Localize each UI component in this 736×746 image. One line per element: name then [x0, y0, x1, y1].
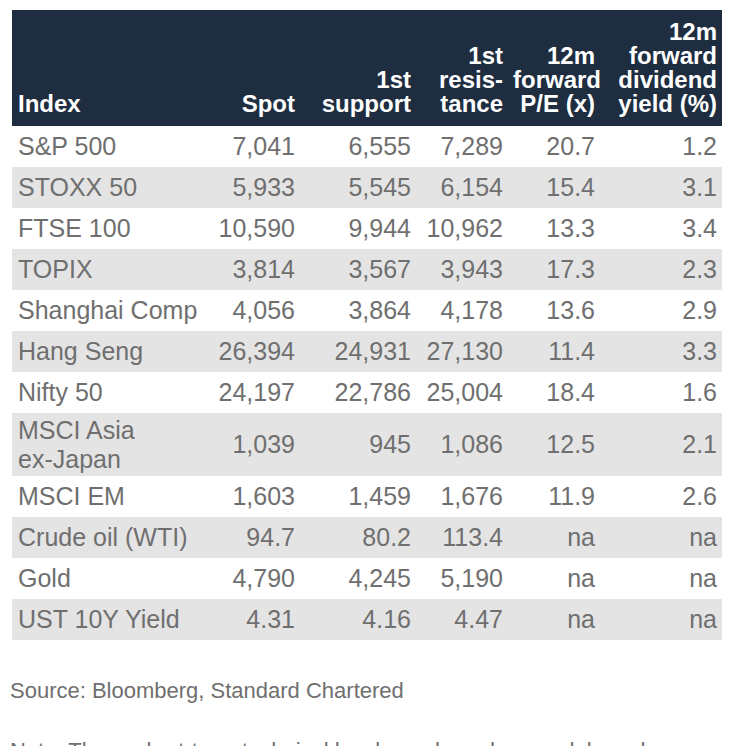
cell-support: 80.2 [300, 517, 416, 558]
cell-pe: 15.4 [508, 167, 600, 208]
cell-yield: na [600, 517, 722, 558]
table-row: MSCI EM 1,603 1,459 1,676 11.9 2.6 [12, 476, 722, 517]
cell-support: 3,864 [300, 290, 416, 331]
cell-spot: 4.31 [212, 599, 300, 640]
cell-support: 945 [300, 413, 416, 476]
cell-resistance: 10,962 [416, 208, 508, 249]
table-row: Crude oil (WTI) 94.7 80.2 113.4 na na [12, 517, 722, 558]
column-header-support: 1st support [300, 10, 416, 126]
header-row: Index Spot 1st support 1st resis- tance … [12, 10, 722, 126]
column-header-index: Index [12, 10, 212, 126]
cell-index: Hang Seng [12, 331, 212, 372]
cell-index: STOXX 50 [12, 167, 212, 208]
cell-pe: na [508, 517, 600, 558]
cell-yield: na [600, 558, 722, 599]
column-header-pe: 12m forward P/E (x) [508, 10, 600, 126]
cell-support: 9,944 [300, 208, 416, 249]
cell-spot: 4,790 [212, 558, 300, 599]
table-row: UST 10Y Yield 4.31 4.16 4.47 na na [12, 599, 722, 640]
table-row: FTSE 100 10,590 9,944 10,962 13.3 3.4 [12, 208, 722, 249]
cell-spot: 4,056 [212, 290, 300, 331]
table-row: MSCI Asia ex-Japan 1,039 945 1,086 12.5 … [12, 413, 722, 476]
table-row: Nifty 50 24,197 22,786 25,004 18.4 1.6 [12, 372, 722, 413]
cell-support: 22,786 [300, 372, 416, 413]
cell-index: Shanghai Comp [12, 290, 212, 331]
cell-spot: 7,041 [212, 126, 300, 167]
cell-yield: 1.2 [600, 126, 722, 167]
note-text: Note: These short-term technical levels … [10, 736, 726, 746]
source-text: Source: Bloomberg, Standard Chartered [10, 676, 726, 706]
cell-resistance: 1,676 [416, 476, 508, 517]
cell-pe: 11.9 [508, 476, 600, 517]
cell-index: Gold [12, 558, 212, 599]
cell-index: Nifty 50 [12, 372, 212, 413]
technical-levels-page: Index Spot 1st support 1st resis- tance … [0, 0, 736, 746]
cell-resistance: 7,289 [416, 126, 508, 167]
cell-support: 24,931 [300, 331, 416, 372]
cell-pe: 18.4 [508, 372, 600, 413]
cell-pe: 13.3 [508, 208, 600, 249]
cell-support: 6,555 [300, 126, 416, 167]
cell-index: FTSE 100 [12, 208, 212, 249]
table-row: Hang Seng 26,394 24,931 27,130 11.4 3.3 [12, 331, 722, 372]
cell-resistance: 4.47 [416, 599, 508, 640]
column-header-yield: 12m forward dividend yield (%) [600, 10, 722, 126]
cell-spot: 24,197 [212, 372, 300, 413]
cell-resistance: 6,154 [416, 167, 508, 208]
cell-resistance: 3,943 [416, 249, 508, 290]
table-row: Gold 4,790 4,245 5,190 na na [12, 558, 722, 599]
cell-support: 4.16 [300, 599, 416, 640]
cell-yield: 3.4 [600, 208, 722, 249]
cell-resistance: 25,004 [416, 372, 508, 413]
cell-yield: 3.3 [600, 331, 722, 372]
cell-index: MSCI EM [12, 476, 212, 517]
cell-index: UST 10Y Yield [12, 599, 212, 640]
cell-spot: 10,590 [212, 208, 300, 249]
cell-pe: 11.4 [508, 331, 600, 372]
table-row: STOXX 50 5,933 5,545 6,154 15.4 3.1 [12, 167, 722, 208]
cell-resistance: 4,178 [416, 290, 508, 331]
table-footer: Source: Bloomberg, Standard Chartered No… [10, 646, 726, 746]
table-header: Index Spot 1st support 1st resis- tance … [12, 10, 722, 126]
cell-index: TOPIX [12, 249, 212, 290]
cell-index: Crude oil (WTI) [12, 517, 212, 558]
cell-pe: na [508, 599, 600, 640]
cell-yield: na [600, 599, 722, 640]
cell-yield: 2.1 [600, 413, 722, 476]
cell-spot: 26,394 [212, 331, 300, 372]
cell-support: 1,459 [300, 476, 416, 517]
cell-yield: 2.3 [600, 249, 722, 290]
cell-yield: 3.1 [600, 167, 722, 208]
cell-pe: 12.5 [508, 413, 600, 476]
cell-index: MSCI Asia ex-Japan [12, 413, 212, 476]
cell-pe: na [508, 558, 600, 599]
table-body: S&P 500 7,041 6,555 7,289 20.7 1.2 STOXX… [12, 126, 722, 640]
cell-pe: 20.7 [508, 126, 600, 167]
cell-index: S&P 500 [12, 126, 212, 167]
table-row: S&P 500 7,041 6,555 7,289 20.7 1.2 [12, 126, 722, 167]
cell-yield: 2.9 [600, 290, 722, 331]
cell-support: 4,245 [300, 558, 416, 599]
table-row: Shanghai Comp 4,056 3,864 4,178 13.6 2.9 [12, 290, 722, 331]
cell-resistance: 27,130 [416, 331, 508, 372]
cell-spot: 1,039 [212, 413, 300, 476]
column-header-resistance: 1st resis- tance [416, 10, 508, 126]
cell-yield: 1.6 [600, 372, 722, 413]
cell-spot: 1,603 [212, 476, 300, 517]
cell-resistance: 5,190 [416, 558, 508, 599]
column-header-spot: Spot [212, 10, 300, 126]
cell-spot: 5,933 [212, 167, 300, 208]
cell-support: 5,545 [300, 167, 416, 208]
cell-yield: 2.6 [600, 476, 722, 517]
table-row: TOPIX 3,814 3,567 3,943 17.3 2.3 [12, 249, 722, 290]
cell-support: 3,567 [300, 249, 416, 290]
cell-spot: 94.7 [212, 517, 300, 558]
cell-pe: 13.6 [508, 290, 600, 331]
cell-resistance: 113.4 [416, 517, 508, 558]
technical-levels-table: Index Spot 1st support 1st resis- tance … [12, 10, 722, 640]
cell-resistance: 1,086 [416, 413, 508, 476]
cell-spot: 3,814 [212, 249, 300, 290]
cell-pe: 17.3 [508, 249, 600, 290]
